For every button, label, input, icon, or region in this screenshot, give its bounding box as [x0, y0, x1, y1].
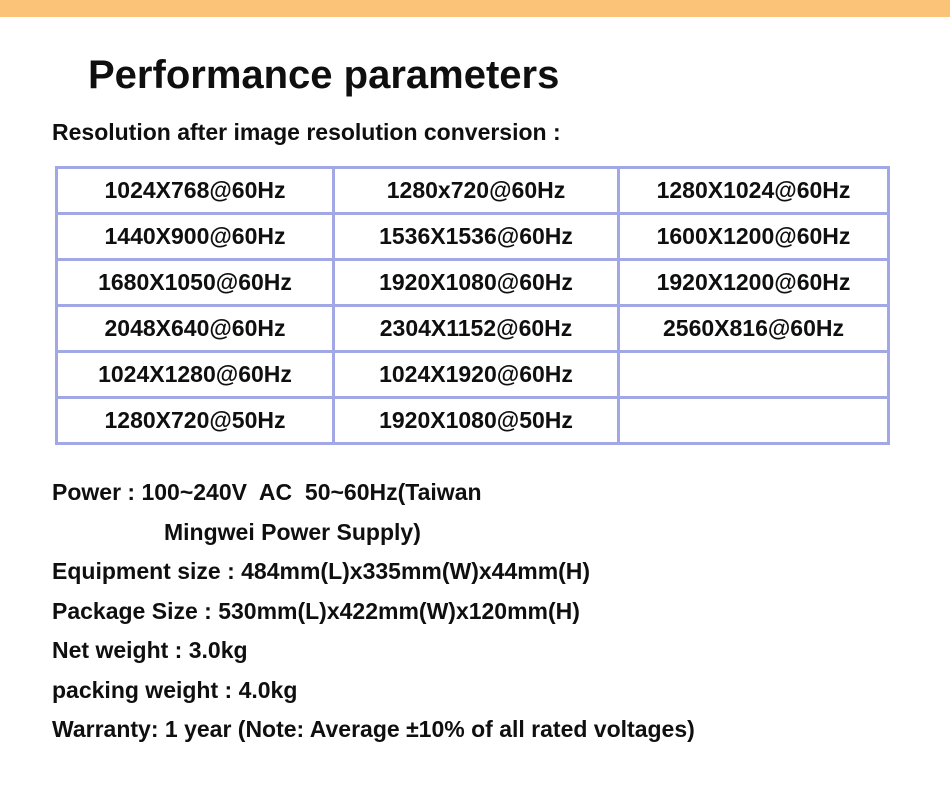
spec-line-package-size: Package Size : 530mm(L)x422mm(W)x120mm(H… — [52, 597, 580, 624]
resolution-cell: 1024X1920@60Hz — [332, 350, 620, 399]
spec-line-net-weight: Net weight : 3.0kg — [52, 637, 248, 663]
spec-line-warranty: Warranty: 1 year (Note: Average ±10% of … — [52, 716, 695, 742]
page-title: Performance parameters — [88, 53, 560, 97]
resolution-cell: 2048X640@60Hz — [55, 304, 335, 353]
resolution-cell: 1024X1280@60Hz — [55, 350, 335, 399]
table-row: 1280X720@50Hz 1920X1080@50Hz — [55, 396, 890, 445]
table-row: 1024X1280@60Hz 1024X1920@60Hz — [55, 350, 890, 399]
spec-line-power: Power : 100~240V AC 50~60Hz(Taiwan — [52, 479, 482, 505]
resolution-cell: 1600X1200@60Hz — [617, 212, 890, 261]
table-row: 1680X1050@60Hz 1920X1080@60Hz 1920X1200@… — [55, 258, 890, 307]
spec-line-power-continued: Mingwei Power Supply) — [164, 518, 421, 545]
resolution-cell: 1280x720@60Hz — [332, 166, 620, 215]
resolution-cell: 1536X1536@60Hz — [332, 212, 620, 261]
table-row: 1024X768@60Hz 1280x720@60Hz 1280X1024@60… — [55, 166, 890, 215]
resolution-cell: 1280X1024@60Hz — [617, 166, 890, 215]
resolution-cell: 1920X1080@60Hz — [332, 258, 620, 307]
resolution-cell: 1280X720@50Hz — [55, 396, 335, 445]
resolution-section-subtitle: Resolution after image resolution conver… — [52, 119, 561, 145]
spec-list: Power : 100~240V AC 50~60Hz(Taiwan Mingw… — [52, 473, 950, 750]
resolution-cell: 1024X768@60Hz — [55, 166, 335, 215]
resolution-cell-empty — [617, 396, 890, 445]
resolution-cell-empty — [617, 350, 890, 399]
resolution-table: 1024X768@60Hz 1280x720@60Hz 1280X1024@60… — [55, 166, 890, 445]
table-row: 2048X640@60Hz 2304X1152@60Hz 2560X816@60… — [55, 304, 890, 353]
spec-line-packing-weight: packing weight : 4.0kg — [52, 676, 298, 703]
top-accent-bar — [0, 0, 950, 17]
resolution-cell: 1440X900@60Hz — [55, 212, 335, 261]
resolution-cell: 1920X1080@50Hz — [332, 396, 620, 445]
spec-line-equipment-size: Equipment size : 484mm(L)x335mm(W)x44mm(… — [52, 558, 591, 584]
resolution-cell: 2304X1152@60Hz — [332, 304, 620, 353]
resolution-cell: 1680X1050@60Hz — [55, 258, 335, 307]
resolution-cell: 1920X1200@60Hz — [617, 258, 890, 307]
table-row: 1440X900@60Hz 1536X1536@60Hz 1600X1200@6… — [55, 212, 890, 261]
resolution-cell: 2560X816@60Hz — [617, 304, 890, 353]
